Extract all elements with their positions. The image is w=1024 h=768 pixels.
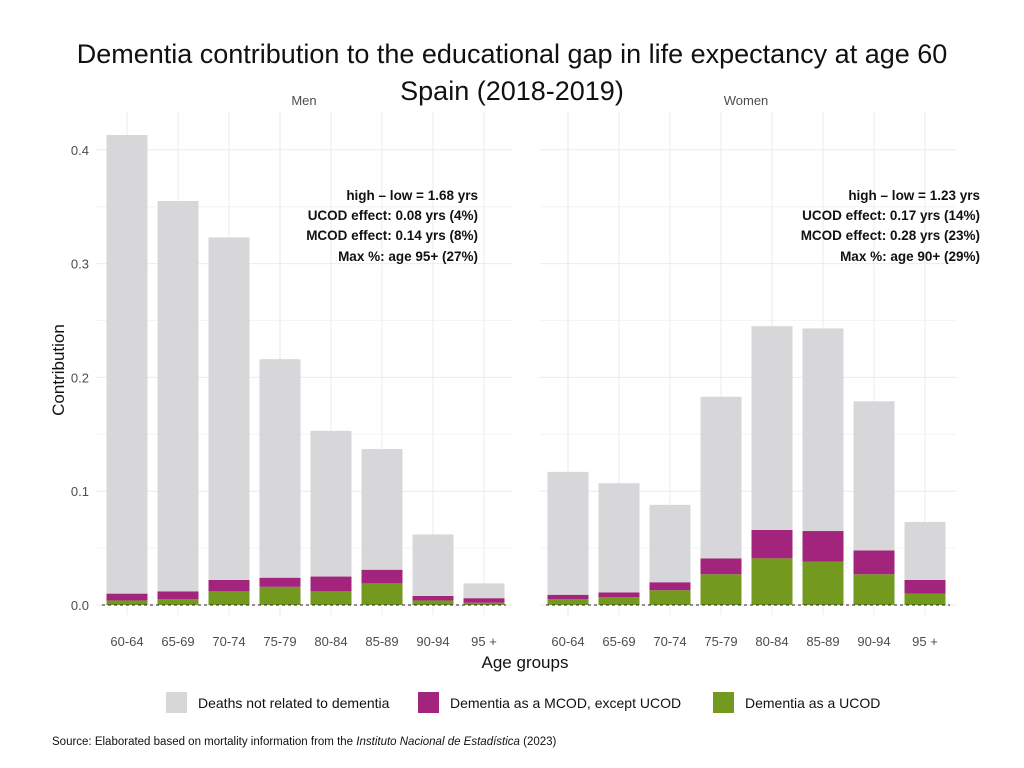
legend-swatch-ucod [713, 692, 734, 713]
women-bar-not_dementia [700, 396, 742, 559]
source-institution: Instituto Nacional de Estadística [356, 736, 520, 748]
men-x-tick-label: 70-74 [212, 634, 245, 649]
source-prefix: Source: Elaborated based on mortality in… [52, 736, 354, 748]
men-x-tick-label: 90-94 [416, 634, 449, 649]
men-x-tick-label: 95 + [471, 634, 497, 649]
men-annotation: Max %: age 95+ (27%) [338, 249, 478, 264]
men-panel-header: Men [291, 93, 316, 108]
men-bar-mcod [106, 593, 148, 601]
women-x-tick-label: 80-84 [755, 634, 788, 649]
women-bar-ucod [751, 558, 793, 605]
men-x-tick-label: 75-79 [263, 634, 296, 649]
men-x-tick-label: 60-64 [110, 634, 143, 649]
women-bar-mcod [700, 558, 742, 575]
y-tick-label: 0.0 [71, 598, 89, 613]
men-bar-not_dementia [157, 201, 199, 592]
women-x-tick-label: 75-79 [704, 634, 737, 649]
men-bar-ucod [361, 583, 403, 605]
legend-label-not_dementia: Deaths not related to dementia [198, 695, 390, 711]
men-x-tick-label: 85-89 [365, 634, 398, 649]
men-bar-ucod [412, 600, 454, 605]
women-bar-ucod [904, 593, 946, 605]
women-bar-mcod [904, 579, 946, 594]
women-bar-not_dementia [598, 483, 640, 593]
men-bar-ucod [463, 602, 505, 605]
men-bar-ucod [208, 591, 250, 605]
men-x-tick-label: 65-69 [161, 634, 194, 649]
x-axis-title: Age groups [482, 653, 569, 672]
men-bar-mcod [259, 577, 301, 587]
men-bar-mcod [361, 569, 403, 584]
men-annotation: high – low = 1.68 yrs [346, 188, 478, 203]
men-bar-mcod [412, 595, 454, 601]
women-bar-mcod [802, 531, 844, 562]
women-bar-not_dementia [904, 521, 946, 580]
women-x-tick-label: 65-69 [602, 634, 635, 649]
women-x-tick-label: 95 + [912, 634, 938, 649]
men-bar-mcod [157, 591, 199, 600]
men-bar-ucod [157, 599, 199, 605]
chart-title-line-1: Dementia contribution to the educational… [76, 39, 948, 69]
men-bar-mcod [208, 579, 250, 592]
chart-title-line-2: Spain (2018-2019) [400, 76, 624, 106]
men-x-tick-label: 80-84 [314, 634, 347, 649]
women-panel-header: Women [724, 93, 769, 108]
women-bar-mcod [649, 582, 691, 591]
women-bar-mcod [547, 594, 589, 600]
men-bar-not_dementia [106, 135, 148, 594]
women-bar-ucod [547, 599, 589, 605]
women-bar-mcod [598, 592, 640, 598]
men-bar-ucod [259, 586, 301, 605]
men-bar-not_dementia [208, 237, 250, 580]
women-bar-ucod [649, 590, 691, 605]
women-bar-not_dementia [649, 504, 691, 583]
legend-swatch-mcod [418, 692, 439, 713]
y-tick-label: 0.1 [71, 484, 89, 499]
women-bar-mcod [853, 550, 895, 575]
men-bar-ucod [310, 591, 352, 605]
women-x-tick-label: 85-89 [806, 634, 839, 649]
chart-title: Dementia contribution to the educational… [0, 36, 1024, 110]
men-bar-not_dementia [310, 430, 352, 577]
women-annotation: Max %: age 90+ (29%) [840, 249, 980, 264]
women-x-tick-label: 70-74 [653, 634, 686, 649]
women-bar-ucod [598, 597, 640, 605]
legend-label-mcod: Dementia as a MCOD, except UCOD [450, 695, 681, 711]
legend-swatch-not_dementia [166, 692, 187, 713]
legend-label-ucod: Dementia as a UCOD [745, 695, 880, 711]
women-bar-not_dementia [751, 326, 793, 530]
women-annotation: MCOD effect: 0.28 yrs (23%) [801, 228, 980, 243]
y-axis-title: Contribution [49, 324, 68, 416]
source-note: Source: Elaborated based on mortality in… [52, 736, 556, 748]
women-x-tick-label: 90-94 [857, 634, 890, 649]
women-annotation: UCOD effect: 0.17 yrs (14%) [802, 208, 980, 223]
women-bar-ucod [700, 574, 742, 605]
women-bar-not_dementia [853, 401, 895, 551]
men-bar-mcod [310, 576, 352, 592]
men-annotation: UCOD effect: 0.08 yrs (4%) [308, 208, 478, 223]
women-x-tick-label: 60-64 [551, 634, 584, 649]
women-bar-not_dementia [547, 471, 589, 595]
women-bar-mcod [751, 529, 793, 559]
source-suffix: (2023) [523, 736, 557, 748]
men-bar-not_dementia [463, 583, 505, 599]
men-bar-not_dementia [412, 534, 454, 596]
y-tick-label: 0.3 [71, 257, 89, 272]
y-tick-label: 0.2 [71, 370, 89, 385]
men-bar-not_dementia [259, 359, 301, 578]
y-tick-label: 0.4 [71, 143, 89, 158]
men-annotation: MCOD effect: 0.14 yrs (8%) [306, 228, 478, 243]
women-bar-not_dementia [802, 328, 844, 532]
women-annotation: high – low = 1.23 yrs [848, 188, 980, 203]
men-bar-mcod [463, 598, 505, 603]
men-bar-ucod [106, 600, 148, 605]
women-bar-ucod [802, 561, 844, 605]
women-bar-ucod [853, 574, 895, 605]
men-bar-not_dementia [361, 449, 403, 570]
